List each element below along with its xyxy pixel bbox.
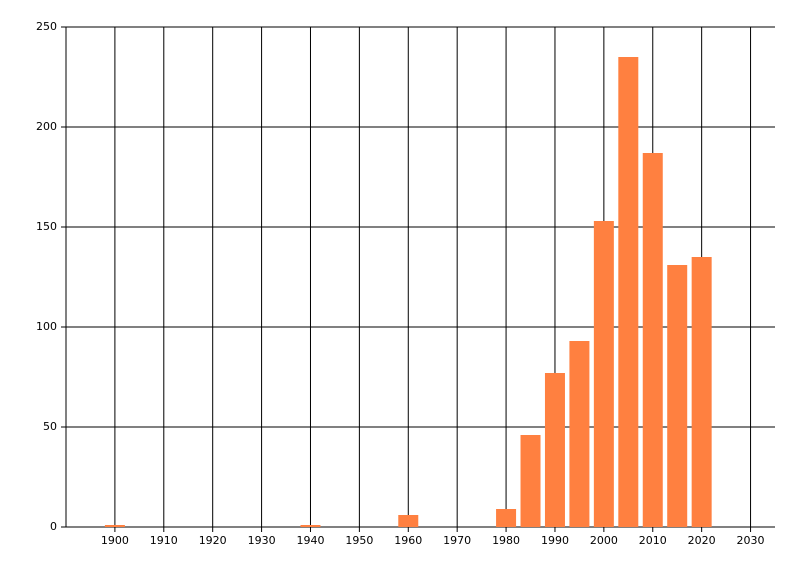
bar (667, 265, 688, 527)
x-tick-label: 2010 (639, 534, 667, 547)
bar (398, 515, 419, 527)
x-tick-label: 1900 (101, 534, 129, 547)
bar (691, 257, 712, 527)
x-tick-label: 1980 (492, 534, 520, 547)
bar (618, 57, 639, 527)
x-tick-label: 1950 (345, 534, 373, 547)
x-tick-label: 2020 (688, 534, 716, 547)
x-tick-label: 2030 (737, 534, 765, 547)
bar (569, 341, 590, 527)
x-tick-label: 1970 (443, 534, 471, 547)
x-tick-label: 1910 (150, 534, 178, 547)
bar (642, 153, 663, 527)
bar (520, 435, 541, 527)
bar (544, 373, 565, 527)
x-tick-label: 1940 (296, 534, 324, 547)
y-tick-label: 100 (36, 320, 57, 333)
x-tick-label: 1920 (199, 534, 227, 547)
y-tick-label: 50 (43, 420, 57, 433)
bar (300, 525, 321, 527)
bar (593, 221, 614, 527)
x-tick-label: 2000 (590, 534, 618, 547)
x-tick-label: 1930 (248, 534, 276, 547)
y-tick-label: 250 (36, 20, 57, 33)
bar (496, 509, 517, 527)
bar (104, 525, 125, 527)
x-tick-label: 1990 (541, 534, 569, 547)
y-tick-label: 200 (36, 120, 57, 133)
y-tick-label: 0 (50, 520, 57, 533)
x-tick-label: 1960 (394, 534, 422, 547)
y-tick-label: 150 (36, 220, 57, 233)
